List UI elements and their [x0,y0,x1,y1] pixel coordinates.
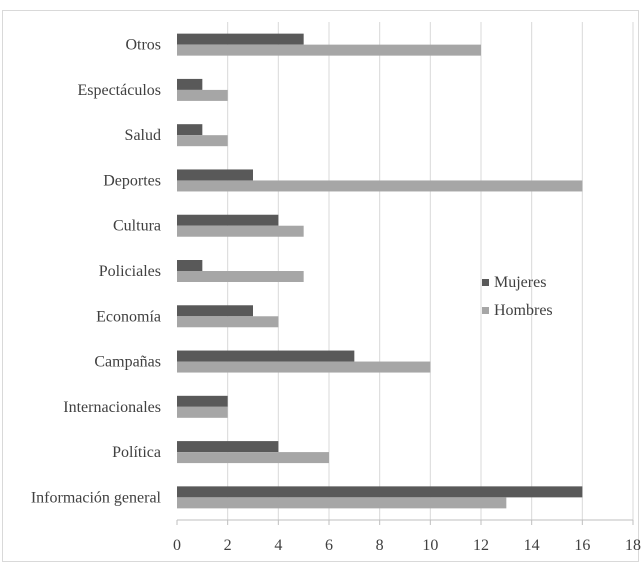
legend-swatch-hombres [482,307,489,314]
bar-hombres [177,44,481,56]
category-label: Salud [125,127,161,144]
category-label: Policiales [99,263,161,280]
bar-hombres [177,361,431,373]
x-tick-label: 16 [574,537,590,554]
x-tick-label: 4 [274,537,282,554]
category-label: Internacionales [63,399,161,416]
category-labels: Información general Política Internacional… [31,37,162,507]
bar-hombres [177,225,304,237]
bar-mujeres [177,169,253,181]
chart-frame [2,10,639,562]
x-tick-label: 18 [625,537,641,554]
bar-mujeres [177,486,583,498]
bar-mujeres [177,441,279,453]
x-tick-label: 8 [376,537,384,554]
bar-mujeres [177,214,279,226]
category-label: Economía [96,308,161,325]
bar-mujeres [177,33,304,45]
category-label: Otros [125,37,161,54]
bar-mujeres [177,395,228,407]
bar-hombres [177,497,507,509]
legend-label-mujeres: Mujeres [494,274,546,291]
bar-hombres [177,271,304,282]
category-label: Campañas [94,354,161,371]
grid-layer [227,22,634,520]
bar-hombres [177,89,228,101]
category-label: Información general [31,489,162,506]
legend-swatch-mujeres [482,279,489,286]
x-tick-label: 0 [173,537,181,554]
bar-mujeres [177,350,355,362]
bar-mujeres [177,78,203,90]
x-tick-label: 14 [524,537,540,554]
category-label: Espectáculos [77,82,161,99]
bar-hombres [177,452,329,464]
x-tick-label: 10 [422,537,438,554]
bar-hombres [177,316,279,328]
x-tick-label: 2 [224,537,232,554]
bars-layer [177,33,583,509]
axis-layer [176,519,634,525]
bar-mujeres [177,260,203,271]
x-tick-label: 12 [473,537,489,554]
x-tick-label: 6 [325,537,333,554]
bar-hombres [177,135,228,147]
category-label: Política [112,444,161,461]
category-label: Deportes [103,172,161,189]
bar-hombres [177,180,583,192]
tick-labels: 0 2 4 6 8 10 12 14 16 18 [173,537,641,554]
bar-hombres [177,406,228,418]
legend-label-hombres: Hombres [494,302,553,319]
bar-mujeres [177,124,203,136]
category-label: Cultura [113,218,161,235]
legend: Mujeres Hombres [482,274,553,319]
bar-mujeres [177,305,253,317]
